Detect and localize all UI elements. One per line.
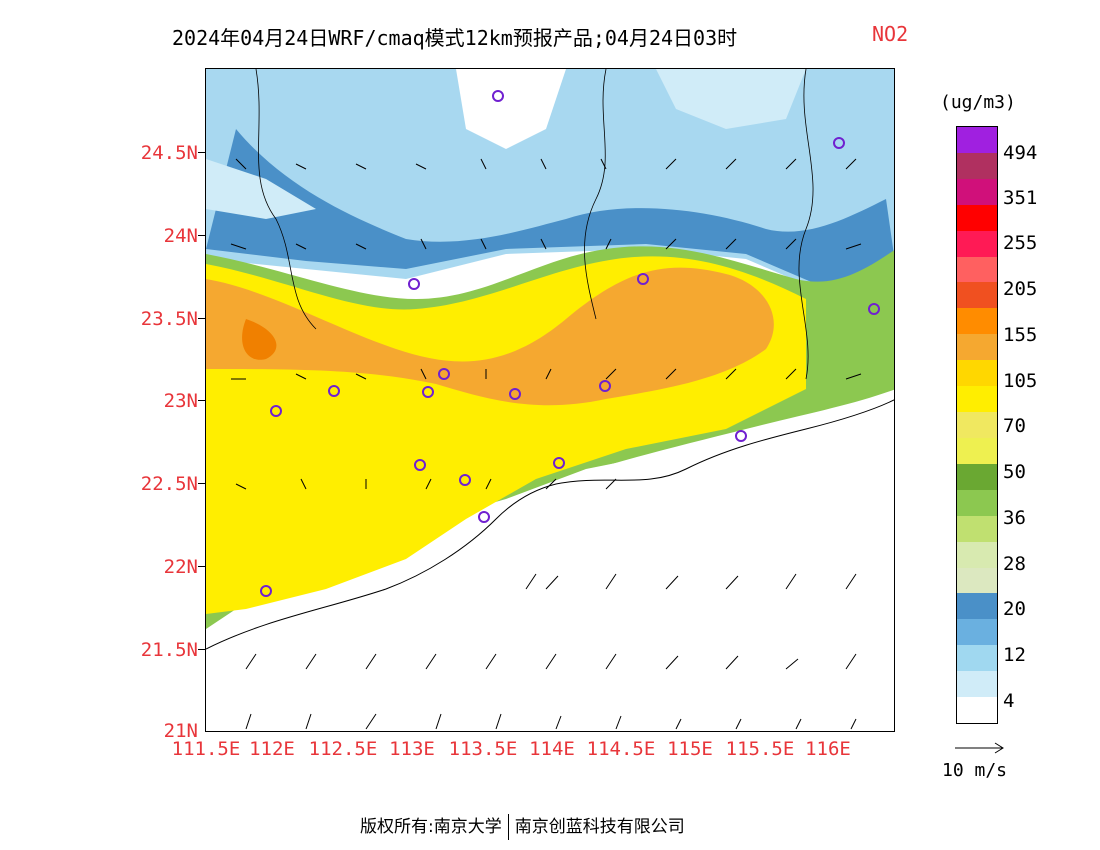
lat-tick — [198, 649, 206, 650]
colorbar-cell — [957, 204, 997, 232]
wind-scale-arrow — [955, 742, 1004, 754]
coastline — [206, 399, 894, 650]
colorbar-cell — [957, 412, 997, 439]
colorbar-label: 255 — [1003, 232, 1038, 254]
wind-vectors — [230, 158, 862, 730]
colorbar-cell — [957, 386, 997, 413]
low-region-dark — [206, 129, 894, 284]
colorbar-cell — [957, 256, 997, 283]
colorbar-label: 28 — [1003, 553, 1026, 575]
colorbar-cell — [957, 567, 997, 594]
colorbar-label: 494 — [1003, 142, 1038, 164]
lat-tick — [198, 235, 206, 236]
colorbar-cell — [957, 308, 997, 335]
colorbar-cell — [957, 697, 997, 724]
colorbar-label: 20 — [1003, 598, 1026, 620]
colorbar-label: 50 — [1003, 461, 1026, 483]
colorbar-label: 155 — [1003, 324, 1038, 346]
colorbar-cell — [957, 619, 997, 646]
province-border — [255, 69, 814, 380]
lat-label: 22N — [163, 556, 198, 578]
orange-core — [242, 319, 277, 360]
copyright-owner: 版权所有:南京大学 — [360, 817, 502, 837]
lon-label: 112.5E — [308, 738, 378, 760]
lon-label: 113E — [389, 738, 435, 760]
colorbar-label: 4 — [1003, 690, 1015, 712]
colorbar-label: 205 — [1003, 278, 1038, 300]
clean-patch — [456, 69, 566, 149]
colorbar-label: 105 — [1003, 370, 1038, 392]
colorbar-cell — [957, 671, 997, 698]
colorbar-label: 70 — [1003, 415, 1026, 437]
colorbar — [956, 126, 998, 724]
map-panel — [205, 68, 895, 732]
colorbar-cell — [957, 437, 997, 465]
concentration-map — [206, 69, 894, 731]
colorbar-cell — [957, 282, 997, 309]
colorbar-cell — [957, 593, 997, 620]
lat-label: 24.5N — [140, 142, 198, 164]
colorbar-cell — [957, 178, 997, 206]
lat-tick — [198, 400, 206, 401]
colorbar-label: 36 — [1003, 507, 1026, 529]
lon-label: 114E — [529, 738, 575, 760]
colorbar-cell — [957, 489, 997, 517]
lon-label: 113.5E — [448, 738, 518, 760]
lat-label: 23.5N — [140, 308, 198, 330]
lat-label: 22.5N — [140, 473, 198, 495]
copyright-company: 南京创蓝科技有限公司 — [514, 817, 685, 837]
colorbar-cell — [957, 515, 997, 543]
lon-label: 111.5E — [171, 738, 241, 760]
lat-label: 23N — [163, 390, 198, 412]
colorbar-cell — [957, 230, 997, 258]
colorbar-cell — [957, 127, 997, 154]
lat-label: 21.5N — [140, 639, 198, 661]
colorbar-cell — [957, 463, 997, 491]
sea-region — [206, 389, 894, 731]
colorbar-cell — [957, 360, 997, 387]
lon-label: 114.5E — [586, 738, 656, 760]
colorbar-cell — [957, 152, 997, 180]
unit-label: (ug/m3) — [940, 92, 1016, 113]
monitor-sites — [260, 90, 880, 597]
colorbar-label: 12 — [1003, 644, 1026, 666]
chart-title: 2024年04月24日WRF/cmaq模式12km预报产品;04月24日03时 — [172, 26, 738, 50]
lon-label: 116E — [805, 738, 851, 760]
lon-label: 115.5E — [725, 738, 795, 760]
colorbar-label: 351 — [1003, 187, 1038, 209]
colorbar-cell — [957, 645, 997, 672]
colorbar-cell — [957, 541, 997, 568]
copyright: 版权所有:南京大学 南京创蓝科技有限公司 — [360, 812, 685, 840]
lat-label: 21N — [163, 720, 198, 742]
lon-label: 115E — [667, 738, 713, 760]
lat-tick — [198, 566, 206, 567]
lat-tick — [198, 318, 206, 319]
lat-tick — [198, 152, 206, 153]
clean-patch-3 — [656, 69, 806, 129]
lon-label: 112E — [249, 738, 295, 760]
orange-region — [206, 267, 774, 406]
wind-scale-label: 10 m/s — [942, 760, 1008, 781]
colorbar-cell — [957, 334, 997, 361]
species-label: NO2 — [872, 22, 909, 46]
copyright-separator — [507, 814, 509, 840]
clean-patch-2 — [206, 159, 316, 219]
lat-tick — [198, 483, 206, 484]
lat-label: 24N — [163, 225, 198, 247]
